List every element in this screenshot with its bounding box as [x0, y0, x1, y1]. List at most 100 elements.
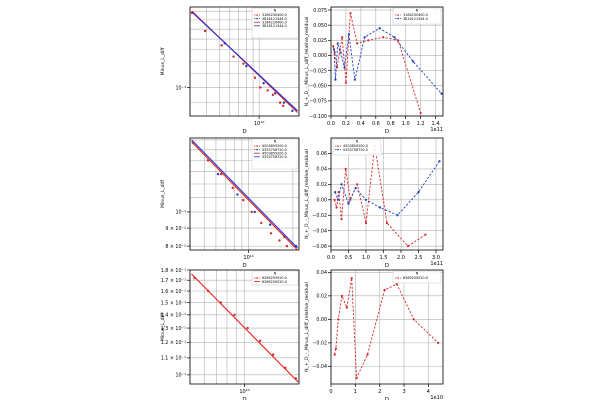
x-tick-label: 0 [329, 389, 332, 395]
y-tick-label: 1.8 × 10⁻¹ [161, 268, 186, 274]
data-point [278, 239, 281, 242]
legend-marker [256, 277, 258, 279]
axes-frame [330, 269, 444, 385]
y-tick-label: −0.025 [309, 68, 327, 74]
chart-panel-1: 10¹⁰10⁻¹DMinus_L_diffN3184230400.0381612… [160, 6, 300, 135]
data-point [291, 109, 294, 113]
legend-marker [256, 17, 258, 20]
data-point [332, 45, 335, 48]
data-point [341, 36, 344, 39]
legend-title: N [416, 9, 419, 13]
data-point [337, 318, 340, 321]
legend-label: 3816121344.0 [262, 17, 287, 21]
data-point [335, 206, 338, 209]
y-axis-label: N_+_D_-_Minus_L_diff_relative_residual [304, 282, 310, 372]
data-point [334, 347, 337, 350]
series-group [190, 10, 298, 113]
y-tick-label: −0.06 [312, 244, 327, 250]
data-point [278, 101, 282, 104]
fit-line [191, 139, 298, 249]
y-tick-label: −0.04 [312, 364, 327, 370]
residual-line [334, 160, 440, 216]
data-point [282, 104, 285, 108]
legend-marker [397, 277, 399, 279]
data-point [333, 51, 336, 54]
legend-marker [337, 145, 339, 147]
data-point [333, 353, 336, 356]
axes-frame [189, 6, 300, 117]
y-tick-label: 0.04 [316, 167, 327, 173]
data-point [344, 81, 348, 84]
legend-marker [397, 17, 399, 20]
data-point [282, 101, 286, 104]
y-tick-label: 0.04 [316, 270, 327, 276]
data-point [232, 55, 235, 58]
legend-label: 6369259520.0 [403, 276, 428, 280]
x-tick-label: 1.4 [432, 121, 440, 127]
x-axis-label: D [385, 129, 389, 135]
chart-panel-6: 0 1 2 3 4 −0.04 −0.02 0.00 0.02 0.04 D N_+_D_-_Minu… [304, 269, 444, 400]
legend-box [332, 138, 382, 156]
y-tick-label: 0.075 [313, 8, 327, 14]
y-tick-label: 1.3 × 10⁻¹ [161, 326, 186, 332]
axes-frame [330, 6, 444, 117]
legend-marker [337, 148, 339, 151]
series-group [332, 11, 443, 115]
legend-title: N [274, 272, 277, 276]
data-point [333, 198, 336, 201]
data-point [266, 89, 269, 92]
data-point [268, 223, 272, 226]
x-offset-label: 1e11 [430, 127, 443, 133]
legend-label: 4503859200.0 [262, 144, 287, 148]
data-point [242, 62, 245, 65]
data-point [347, 202, 350, 205]
chart-panel-5: 10¹⁰ 1.8 × 10⁻¹ 1.7 × 10⁻¹ 1.6 × 10⁻¹ 1.5 × … [160, 268, 300, 400]
legend-box [251, 270, 299, 286]
data-point [345, 306, 348, 309]
data-point [231, 186, 234, 190]
data-point [242, 198, 245, 202]
legend-title: N [416, 272, 419, 276]
y-tick-label: 1.4 × 10⁻¹ [161, 313, 186, 319]
y-tick-label: −0.100 [309, 114, 327, 120]
y-tick-label: 1.1 × 10⁻¹ [161, 356, 186, 362]
x-tick-label: 0.0 [327, 255, 335, 261]
y-tick-label: 0.025 [313, 38, 327, 44]
axes-frame [330, 137, 444, 251]
y-tick-label: −0.04 [312, 228, 327, 234]
series-group [333, 277, 440, 380]
x-tick-label: 3 [402, 389, 405, 395]
legend-box [251, 138, 299, 170]
data-point [419, 111, 422, 115]
fit-line [191, 273, 299, 383]
y-axis-label: Minus_L_diff [160, 312, 166, 341]
data-point [259, 86, 262, 89]
y-tick-label: 0.050 [313, 23, 327, 29]
data-point [253, 76, 257, 79]
data-point [349, 11, 352, 15]
residual-line [332, 12, 422, 114]
data-point [343, 66, 346, 69]
x-axis-label: D [242, 263, 246, 269]
legend-label: 5353758720.0 [262, 155, 287, 159]
legend: N4503859200.05353758720.04503859200.0535… [251, 138, 299, 170]
data-point [216, 172, 220, 176]
residual-line [334, 278, 439, 379]
data-point [397, 39, 400, 42]
y-tick-label: 1.7 × 10⁻¹ [161, 278, 186, 284]
fit-line [191, 141, 298, 251]
x-tick-label: 10¹⁰ [239, 389, 249, 395]
data-point [332, 48, 336, 51]
data-point [250, 210, 253, 214]
data-point [363, 36, 366, 39]
data-point [437, 341, 440, 344]
data-point [262, 82, 265, 85]
x-offset-label: 1e11 [430, 261, 443, 267]
y-tick-label: 1.6 × 10⁻¹ [161, 289, 186, 295]
y-tick-label: 1.5 × 10⁻¹ [161, 300, 186, 306]
x-tick-label: 1 [354, 389, 357, 395]
